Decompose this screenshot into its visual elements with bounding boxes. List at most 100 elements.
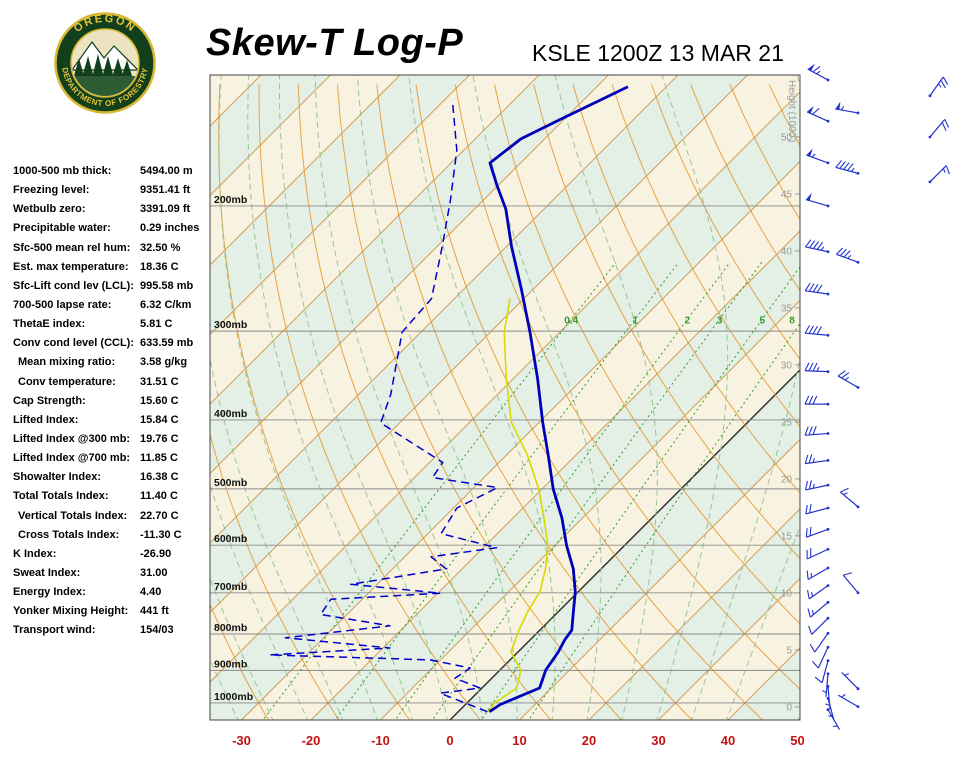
pressure-label: 800mb [214,622,247,634]
stat-value: 0.29 inches [140,222,200,235]
stat-row: Yonker Mixing Height: 441 ft [13,605,211,624]
stat-label: Conv temperature: [18,375,116,388]
temp-tick-label: 40 [721,733,735,748]
stat-value: 15.84 C [140,413,179,426]
axis-labels: 200mb 300mb 400mb 500mb 600mb 700mb 800mb 900mb… [214,80,805,748]
wetbulb-profile [487,298,549,713]
mixing-ratio-label: 0.4 [564,316,578,327]
height-tick-label: 40 [781,246,793,257]
stat-label: Mean mixing ratio: [18,356,116,369]
stat-value: 3391.09 ft [140,203,191,216]
temp-tick-label: 0 [446,733,453,748]
stat-row: Conv cond level (CCL): 633.59 mb [13,337,211,356]
pressure-label: 300mb [214,319,247,331]
temperature-profile [488,85,629,713]
temp-tick-label: -20 [302,733,321,748]
odf-logo: OREGON DEPARTMENT OF FORESTRY [54,12,156,114]
stat-label: Total Totals Index: [13,490,109,503]
mixing-ratio-label: 1 [632,316,638,327]
stat-row: 700-500 lapse rate: 6.32 C/km [13,299,211,318]
height-tick-label: 45 [781,189,793,200]
mixing-ratio-label: 8 [789,316,795,327]
stat-label: Precipitable water: [13,222,111,235]
stat-label: Sfc-500 mean rel hum: [13,241,131,254]
mixing-ratio-labels: 0.4 1 2 3 5 8 [564,316,795,327]
temp-tick-label: 20 [582,733,596,748]
stat-label: Vertical Totals Index: [18,509,128,522]
stat-row: Wetbulb zero: 3391.09 ft [13,203,211,222]
dewpoint-profile [269,102,499,713]
height-tick-label: 15 [781,531,793,542]
stat-label: Sweat Index: [13,566,81,579]
height-tick-label: 20 [781,474,793,485]
stat-label: Wetbulb zero: [13,203,86,216]
stat-value: -11.30 C [140,528,182,541]
stat-row: K Index: -26.90 [13,548,211,567]
stat-label: 1000-500 mb thick: [13,165,112,177]
stat-row: Mean mixing ratio: 3.58 g/kg [13,356,211,375]
stat-row: Showalter Index: 16.38 C [13,471,211,490]
pressure-label: 200mb [214,194,247,206]
stat-label: Conv cond level (CCL): [13,337,135,350]
stat-row: Sfc-Lift cond lev (LCL): 995.58 mb [13,280,211,299]
stat-label: Freezing level: [13,184,90,197]
logo-scene [72,30,138,96]
stat-value: 633.59 mb [140,337,194,350]
temp-tick-label: -30 [232,733,251,748]
stat-row: Energy Index: 4.40 [13,586,211,605]
pressure-label: 500mb [214,477,247,489]
stat-label: Cross Totals Index: [18,528,120,541]
stat-value: 18.36 C [140,260,179,273]
station-time-label: KSLE 1200Z 13 MAR 21 [532,40,784,66]
stat-value: 32.50 % [140,241,181,254]
height-tick-label: 0 [786,702,792,713]
mixing-ratio-lines [262,261,800,720]
temp-tick-label: 30 [651,733,665,748]
stat-row: Cross Totals Index: -11.30 C [13,529,211,548]
stat-label: Lifted Index @700 mb: [13,452,131,465]
stat-label: Lifted Index: [13,413,79,426]
logo-outer-border [54,12,156,114]
stat-row: Lifted Index @700 mb: 11.85 C [13,452,211,471]
page-title: Skew-T Log-P [206,22,464,64]
stat-row: Transport wind: 154/03 [13,624,211,643]
stat-value: 31.00 [140,566,168,579]
height-tick-label: 25 [781,417,793,428]
stat-row: Est. max temperature: 18.36 C [13,261,211,280]
stat-row: Sfc-500 mean rel hum: 32.50 % [13,242,211,261]
height-tick-label: 5 [786,645,792,656]
mixing-ratio-label: 3 [717,316,723,327]
trees-icon [74,54,132,78]
stat-row: Conv temperature: 31.51 C [13,376,211,395]
isotherms [210,75,800,720]
temp-tick-label: -10 [371,733,390,748]
stats-panel: 1000-500 mb thick: 5494.00 m Freezing leve… [13,165,211,644]
stat-value: 441 ft [140,605,169,618]
stat-row: Total Totals Index: 11.40 C [13,490,211,509]
stat-label: K Index: [13,547,57,560]
stat-value: 4.40 [140,586,162,599]
profiles [269,85,629,713]
stat-label: ThetaE index: [13,318,86,331]
stat-label: Est. max temperature: [13,260,129,273]
stat-row: Precipitable water: 0.29 inches [13,222,211,241]
stat-value: 15.60 C [140,394,179,407]
pressure-label: 900mb [214,658,247,670]
stat-value: 9351.41 ft [140,184,191,197]
pressure-label: 700mb [214,581,247,593]
stat-value: 995.58 mb [140,279,194,292]
chart-frame [209,74,801,721]
stat-value: -26.90 [140,547,172,560]
stat-value: 3.58 g/kg [140,356,188,369]
pressure-label: 400mb [214,408,247,420]
temp-tick-label: 10 [512,733,526,748]
stat-value: 11.85 C [140,452,178,465]
stat-label: Cap Strength: [13,394,86,407]
stat-value: 19.76 C [140,432,179,445]
moist-adiabats [210,75,800,720]
stat-label: Transport wind: [13,624,96,637]
height-axis-title: Height (1000') [786,80,797,143]
pressure-label: 600mb [214,533,247,545]
stat-value: 16.38 C [140,471,179,484]
